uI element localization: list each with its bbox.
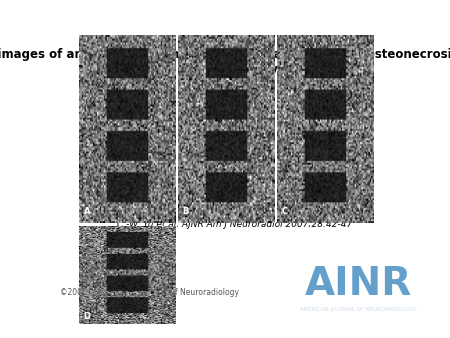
Text: D: D (84, 312, 90, 320)
Text: C.-W. Yu et al. AJNR Am J Neuroradiol 2007;28:42-47: C.-W. Yu et al. AJNR Am J Neuroradiol 20… (117, 220, 352, 229)
Text: A–D, MR images of an 83-year-old man who was diagnosed with osteonecrosis at the: A–D, MR images of an 83-year-old man who… (0, 48, 450, 76)
Text: B: B (183, 207, 189, 216)
Text: AMERICAN JOURNAL OF NEURORADIOLOGY: AMERICAN JOURNAL OF NEURORADIOLOGY (301, 308, 418, 312)
Text: C: C (282, 207, 288, 216)
Text: ©2007 by American Society of Neuroradiology: ©2007 by American Society of Neuroradiol… (60, 288, 239, 297)
Text: AINR: AINR (305, 265, 413, 303)
Text: A: A (84, 207, 90, 216)
